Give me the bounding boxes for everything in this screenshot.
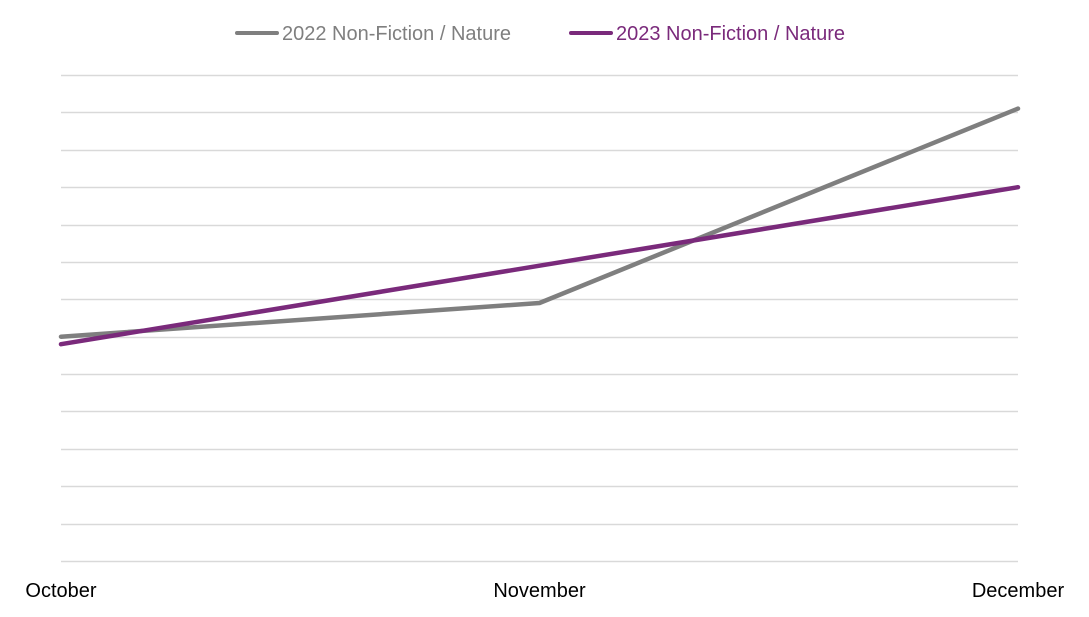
series-line-1 <box>58 184 1021 347</box>
x-tick-label: December <box>972 580 1065 602</box>
gridlines <box>61 74 1018 563</box>
legend-label-2022: 2022 Non-Fiction / Nature <box>282 23 511 45</box>
x-tick-label: October <box>25 580 96 602</box>
series-lines <box>58 106 1021 347</box>
x-tick-label: November <box>493 580 586 602</box>
legend-label-2023: 2023 Non-Fiction / Nature <box>616 23 845 45</box>
x-axis: October November December <box>25 580 1064 602</box>
legend: 2022 Non-Fiction / Nature 2023 Non-Ficti… <box>235 23 845 45</box>
series-line-0 <box>58 106 1021 339</box>
